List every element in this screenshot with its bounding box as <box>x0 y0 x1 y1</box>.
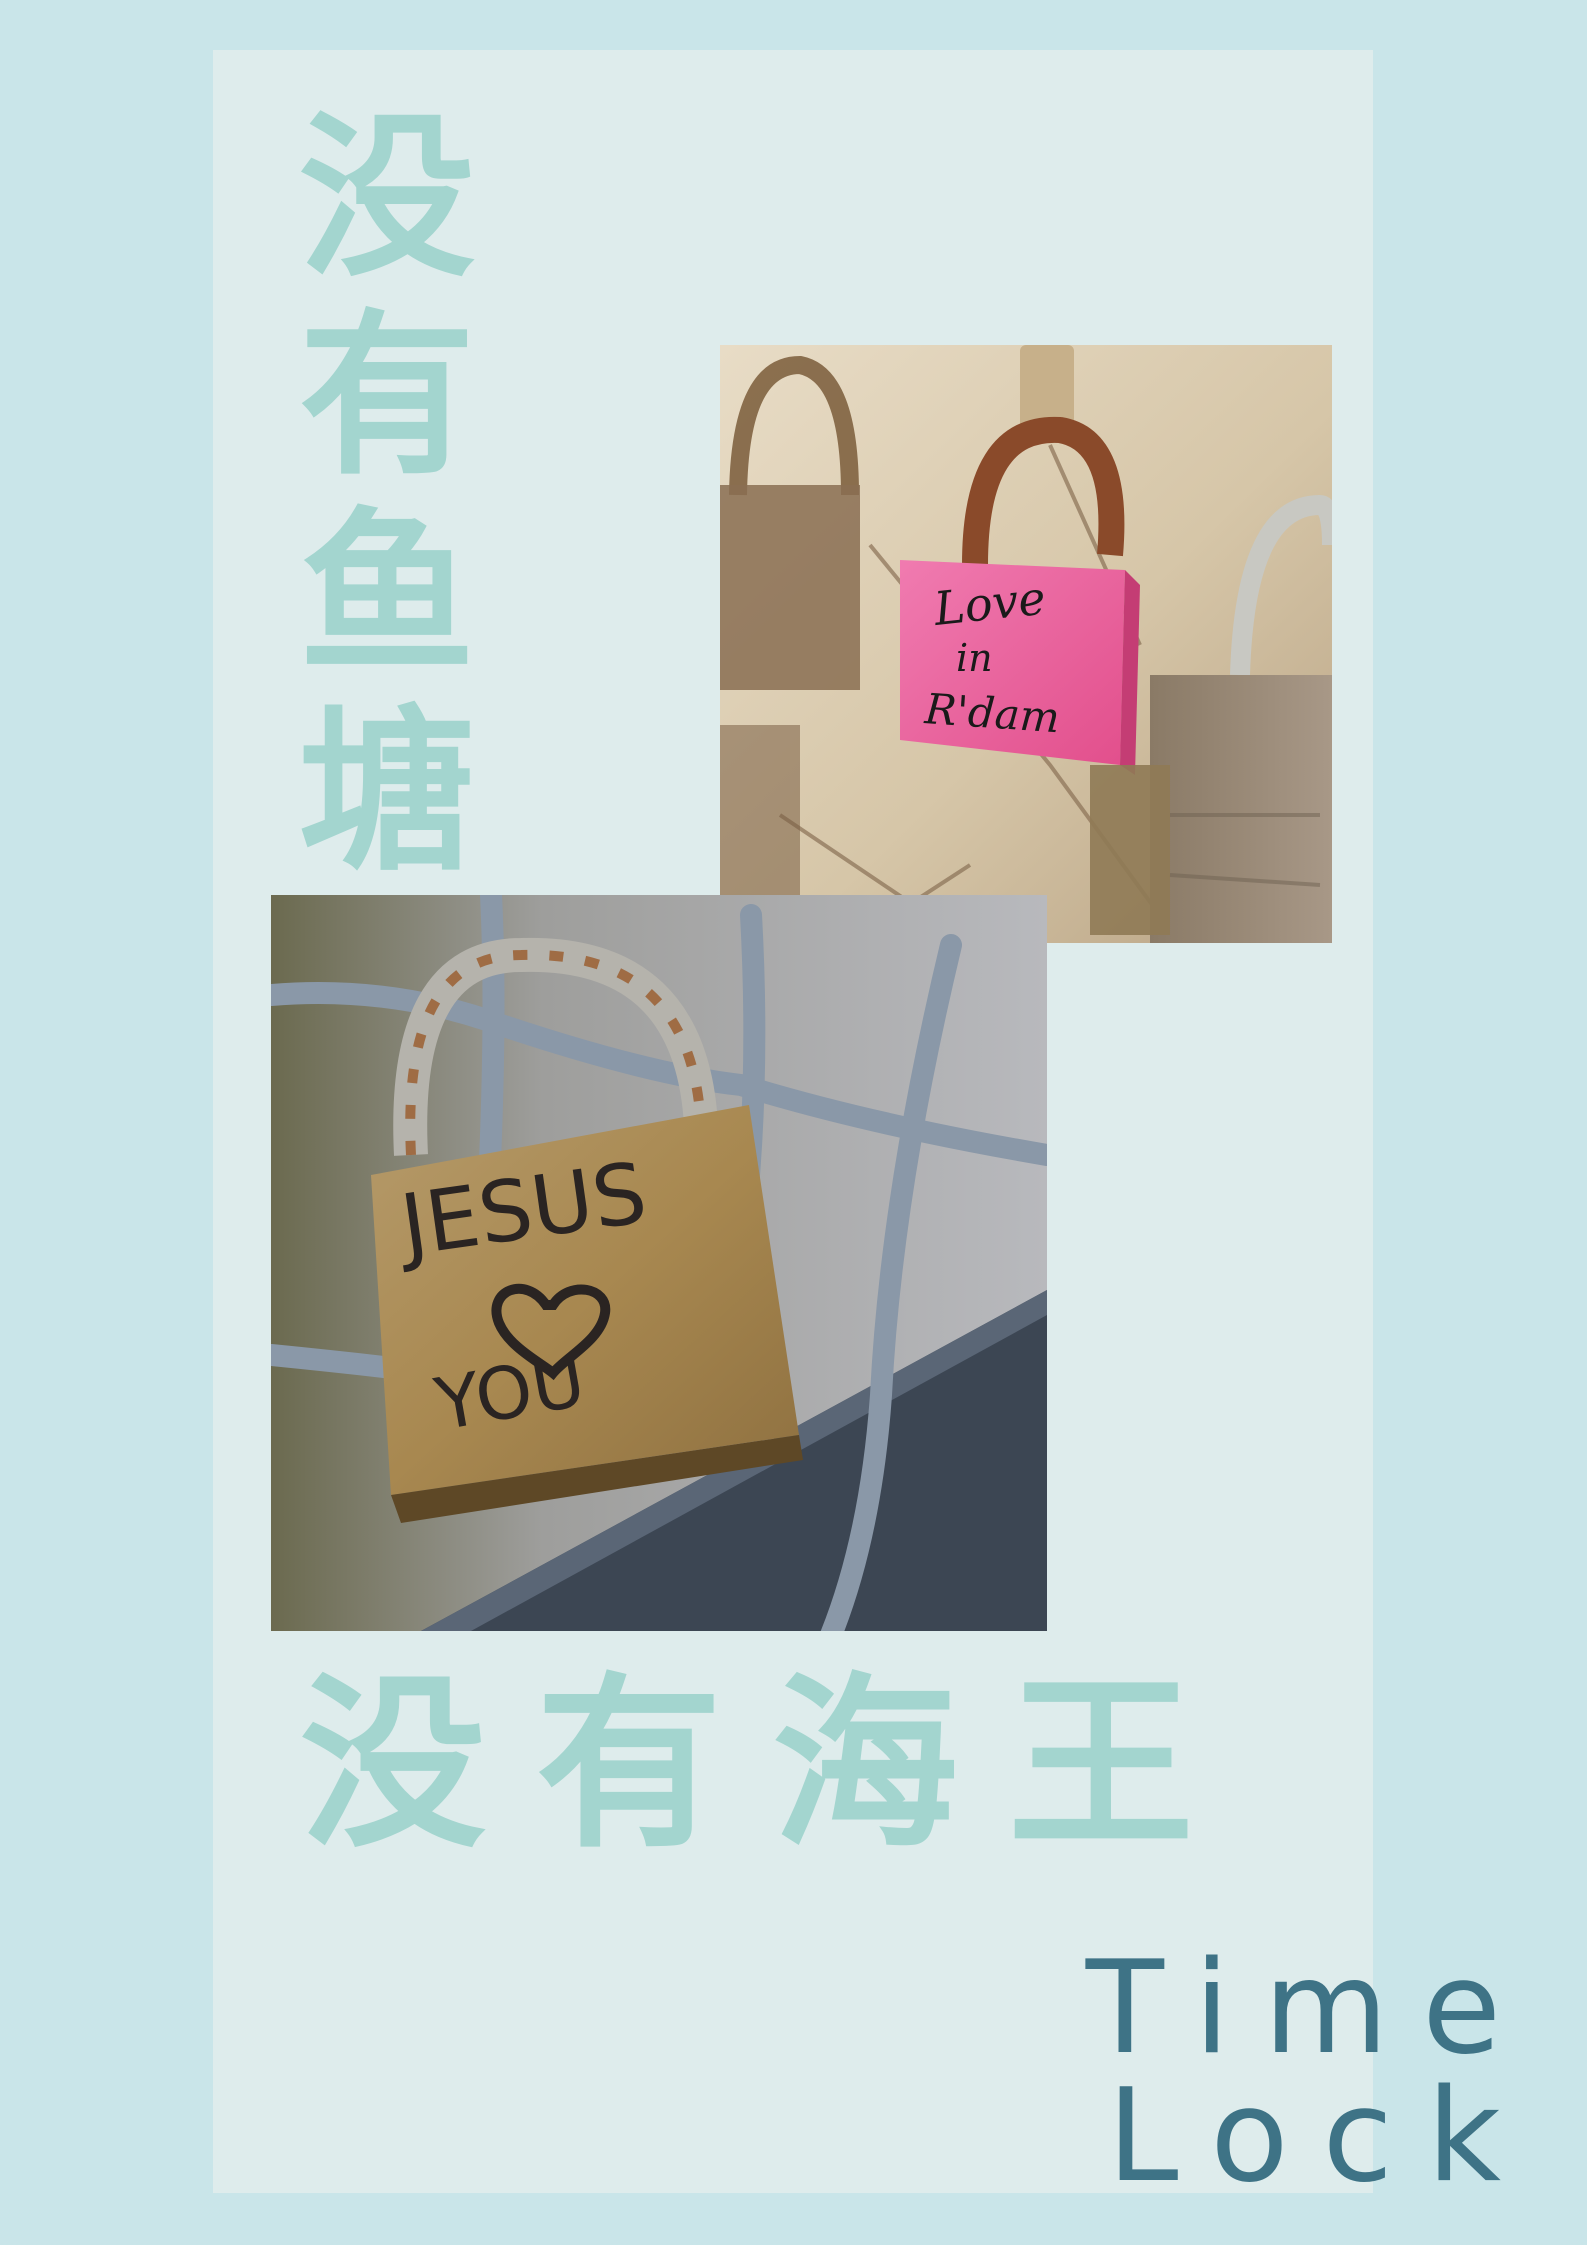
brand-name: Time Lock <box>1086 1945 1535 2201</box>
brand-line-lock: Lock <box>1107 2062 1535 2211</box>
pink-lock-text-rdam: R'dam <box>922 684 1061 742</box>
brand-line-time: Time <box>1085 1934 1535 2083</box>
brass-padlock-photo: JESUS YOU <box>271 895 1047 1631</box>
vertical-title: 没 有 鱼 塘 <box>298 96 475 895</box>
heart-icon <box>491 1283 611 1381</box>
pink-lock-text-in: in <box>956 636 993 680</box>
horizontal-title: 没有海王 <box>300 1656 1245 1873</box>
pink-lock-text-love: Love <box>931 571 1048 636</box>
pink-padlock-photo: Love in R'dam <box>720 345 1332 943</box>
